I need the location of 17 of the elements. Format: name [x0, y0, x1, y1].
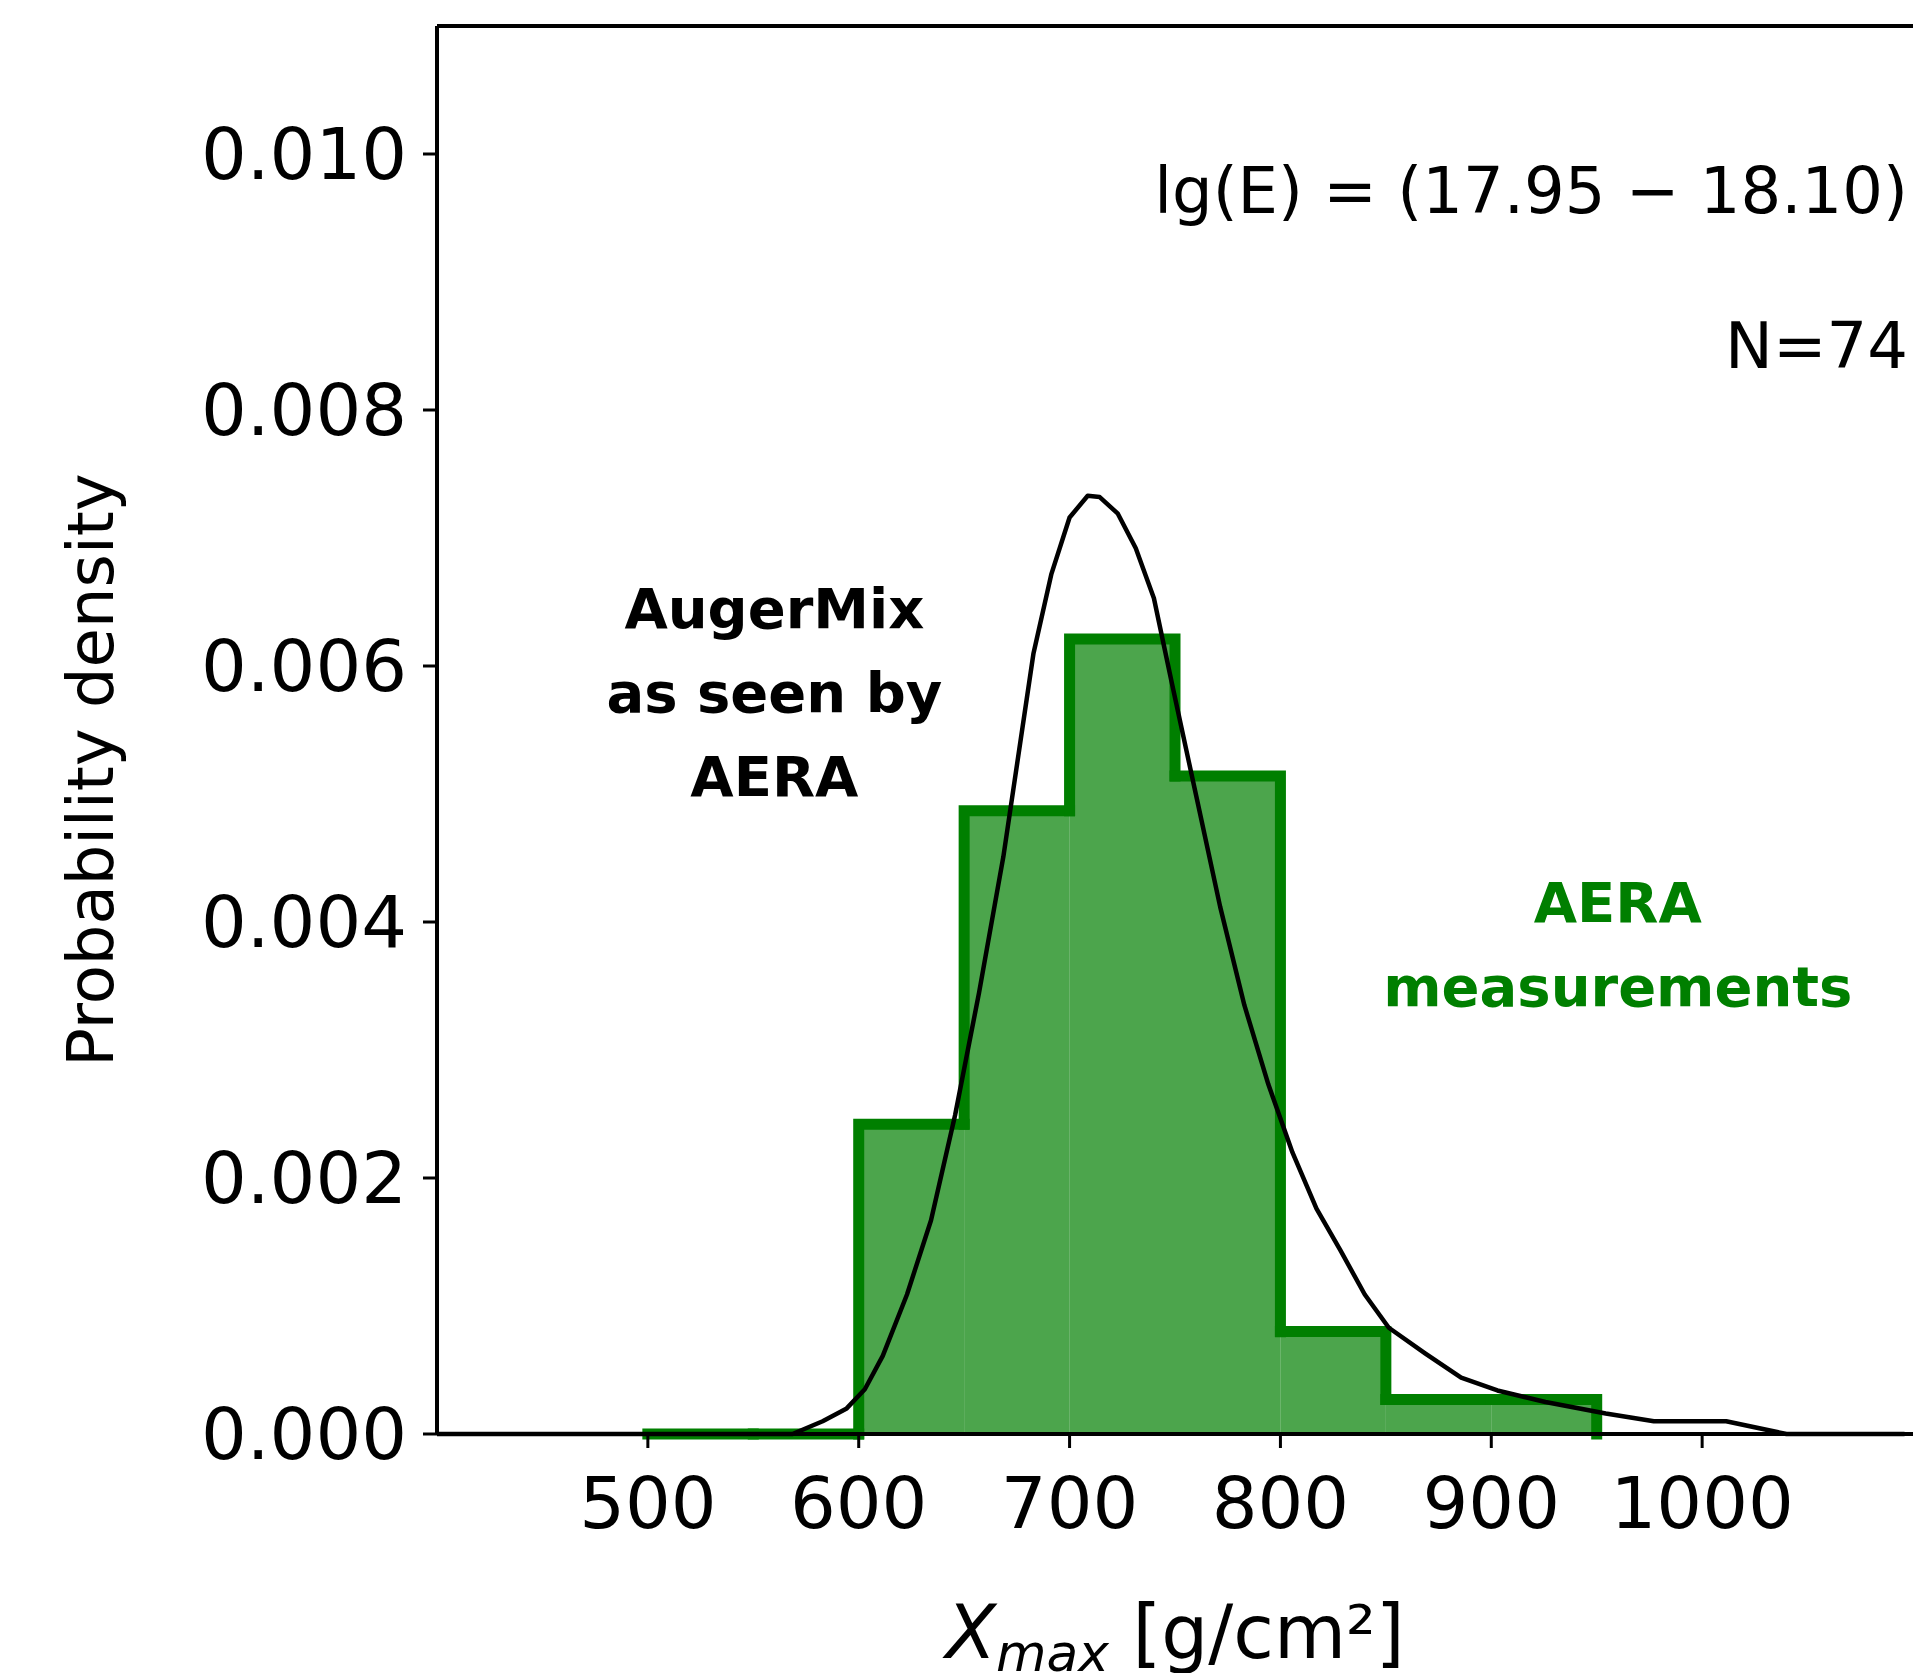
y-tick-label: 0.000: [200, 1392, 407, 1477]
y-tick-label: 0.008: [200, 368, 407, 453]
y-tick-label: 0.002: [200, 1136, 407, 1221]
y-tick-label: 0.010: [200, 112, 407, 197]
x-tick-label: 800: [1211, 1461, 1350, 1545]
x-tick-label: 1000: [1610, 1461, 1794, 1545]
y-tick-label: 0.006: [200, 624, 407, 709]
x-tick-label: 700: [1000, 1461, 1139, 1545]
y-tick-label: 0.004: [200, 880, 407, 965]
x-tick-label: 500: [579, 1461, 717, 1545]
series-label: AERA measurements: [1383, 870, 1853, 1019]
annotation: N=74: [1725, 309, 1908, 383]
x-tick-label: 900: [1422, 1461, 1560, 1545]
x-tick-label: 600: [790, 1461, 928, 1545]
series-label: AugerMix as seen by AERA: [606, 575, 943, 809]
annotation: lg(E) = (17.95 − 18.10): [1154, 154, 1908, 228]
y-axis-title: Probability density: [54, 473, 128, 1067]
